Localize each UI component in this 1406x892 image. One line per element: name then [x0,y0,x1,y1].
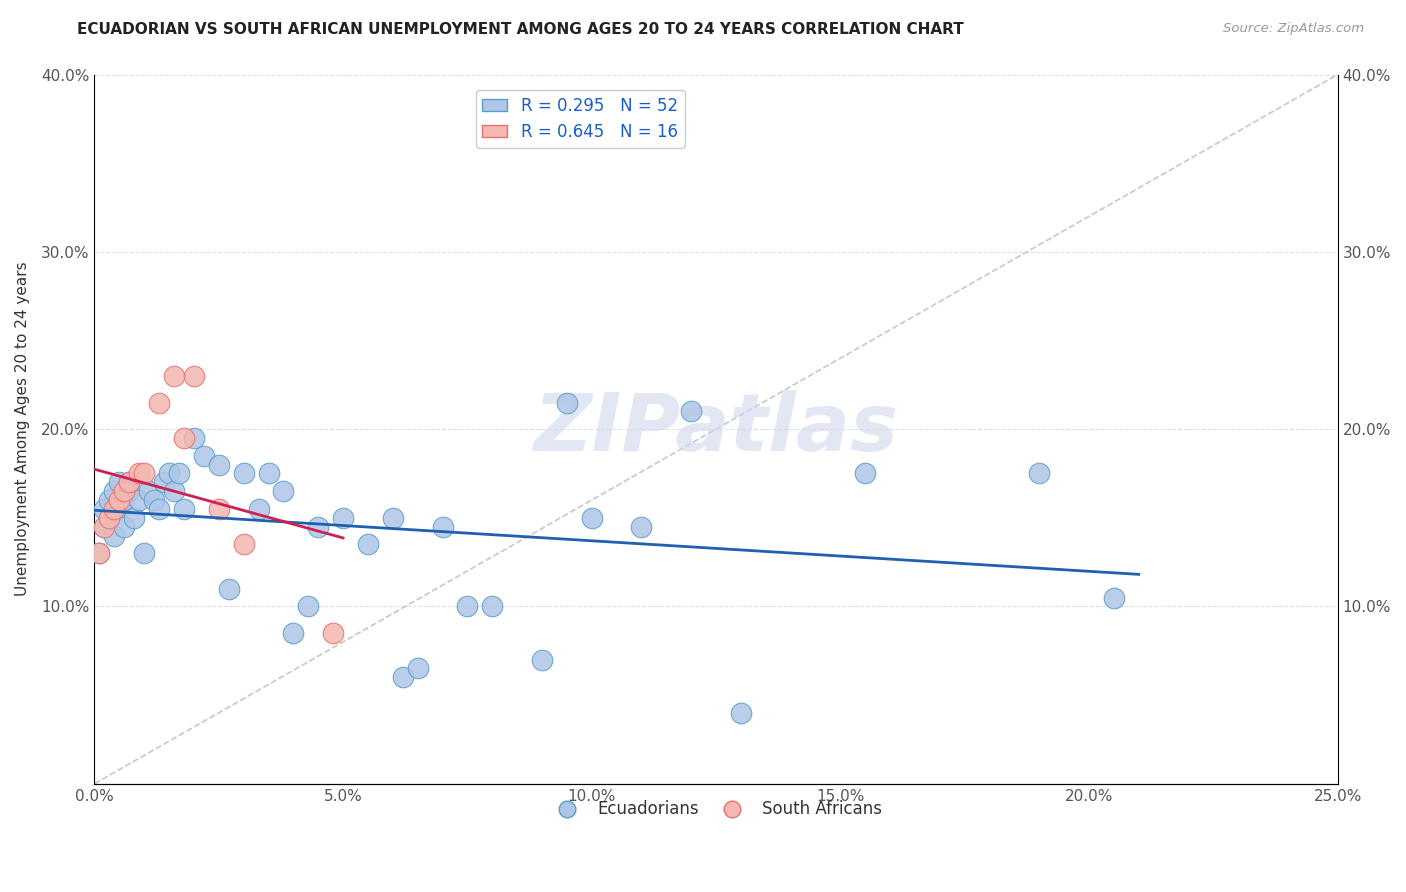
Point [98,510,121,524]
Text: Source: ZipAtlas.com: Source: ZipAtlas.com [1223,22,1364,36]
Point [332,510,354,524]
Point [208,502,231,516]
Point [103,528,125,542]
Point [173,502,195,516]
Point [112,493,135,508]
Point [108,475,131,490]
Point [93,519,115,533]
Point [530,652,553,666]
Point [208,458,231,472]
Y-axis label: Unemployment Among Ages 20 to 24 years: Unemployment Among Ages 20 to 24 years [15,262,30,597]
Point [232,467,254,481]
Point [122,510,145,524]
Point [555,395,578,409]
Point [153,475,176,490]
Point [89,546,111,560]
Point [128,493,150,508]
Point [112,519,135,533]
Point [391,670,413,684]
Point [322,626,344,640]
Point [232,537,254,551]
Text: ECUADORIAN VS SOUTH AFRICAN UNEMPLOYMENT AMONG AGES 20 TO 24 YEARS CORRELATION C: ECUADORIAN VS SOUTH AFRICAN UNEMPLOYMENT… [77,22,965,37]
Point [357,537,380,551]
Point [128,467,150,481]
Point [163,484,186,499]
Point [283,626,305,640]
Point [118,475,141,490]
Point [138,484,160,499]
Point [1102,591,1125,605]
Point [112,484,135,499]
Point [148,395,170,409]
Point [98,493,121,508]
Point [89,546,111,560]
Point [853,467,876,481]
Point [257,467,280,481]
Point [193,449,215,463]
Point [681,404,703,418]
Point [134,467,156,481]
Point [173,431,195,445]
Point [381,510,404,524]
Point [297,599,319,614]
Point [103,484,125,499]
Point [167,467,190,481]
Point [1028,467,1050,481]
Point [143,493,166,508]
Text: ZIPatlas: ZIPatlas [533,390,898,468]
Point [307,519,329,533]
Point [134,546,156,560]
Point [273,484,295,499]
Point [481,599,503,614]
Point [163,368,186,383]
Point [93,502,115,516]
Point [118,475,141,490]
Point [581,510,603,524]
Point [148,502,170,516]
Point [93,519,115,533]
Point [406,661,429,675]
Legend: Ecuadorians, South Africans: Ecuadorians, South Africans [544,794,889,825]
Point [183,368,205,383]
Point [730,706,752,720]
Point [103,502,125,516]
Point [108,493,131,508]
Point [630,519,652,533]
Point [118,484,141,499]
Point [218,582,240,596]
Point [108,502,131,516]
Point [98,510,121,524]
Point [157,467,180,481]
Point [183,431,205,445]
Point [456,599,478,614]
Point [432,519,454,533]
Point [247,502,270,516]
